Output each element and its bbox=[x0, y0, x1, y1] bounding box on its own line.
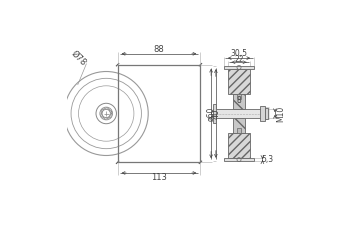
Text: 30,5: 30,5 bbox=[230, 49, 248, 58]
Text: 8: 8 bbox=[237, 96, 242, 105]
Text: 5,3: 5,3 bbox=[261, 155, 274, 164]
Text: 40: 40 bbox=[212, 108, 221, 119]
Text: ø60: ø60 bbox=[206, 106, 215, 121]
Bar bbox=[118, 65, 201, 162]
Bar bbox=[265, 108, 268, 119]
Bar bbox=[224, 158, 254, 161]
Text: 113: 113 bbox=[151, 173, 167, 182]
Bar bbox=[237, 94, 241, 99]
Bar bbox=[237, 128, 241, 133]
Bar bbox=[228, 133, 250, 158]
Text: Ø78: Ø78 bbox=[70, 49, 88, 67]
Text: M10: M10 bbox=[276, 105, 285, 122]
Text: 22: 22 bbox=[234, 54, 244, 64]
Bar bbox=[260, 106, 265, 121]
Bar bbox=[233, 94, 245, 109]
Bar bbox=[233, 118, 245, 133]
Bar bbox=[213, 104, 216, 123]
Bar bbox=[228, 69, 250, 94]
Bar bbox=[213, 109, 265, 118]
Bar bbox=[224, 66, 254, 69]
Text: 88: 88 bbox=[154, 45, 165, 54]
